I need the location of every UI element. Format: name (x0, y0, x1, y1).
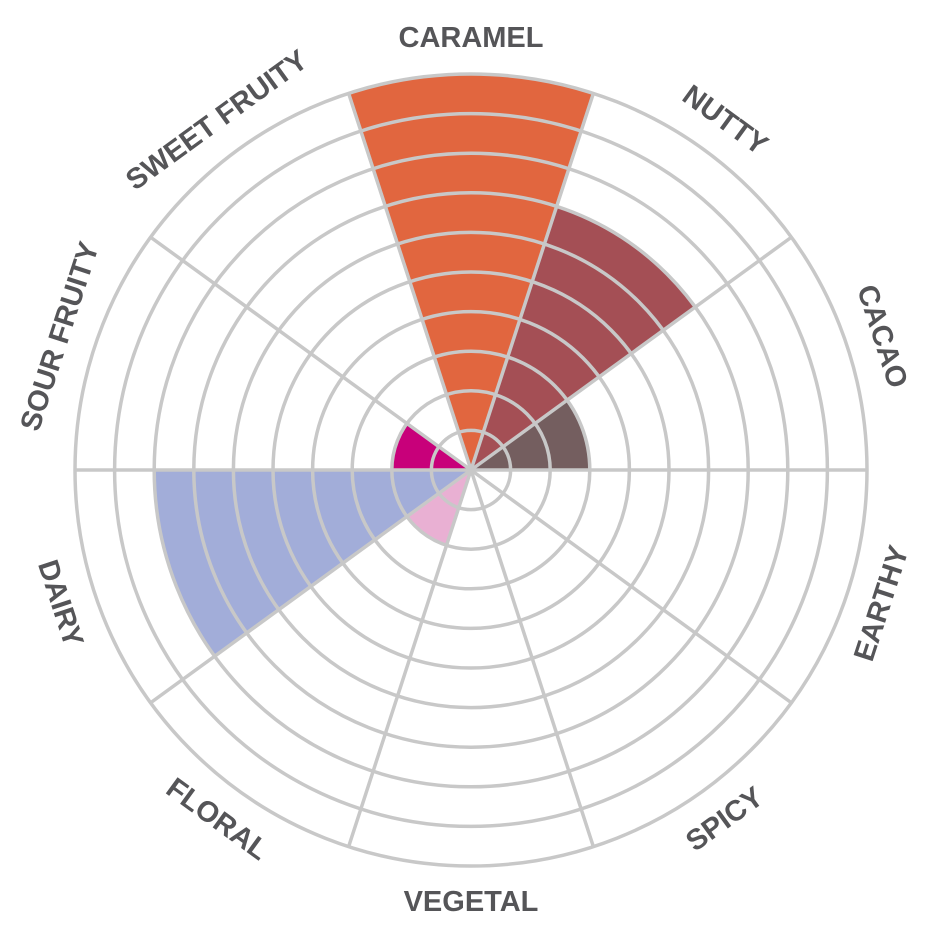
grid-spoke (149, 468, 473, 705)
grid-layer (73, 72, 869, 868)
grid-spoke (469, 92, 596, 471)
label-vegetal: VEGETAL (404, 886, 539, 918)
grid-spoke (149, 235, 473, 472)
label-floral: FLORAL (160, 772, 274, 867)
sector-floral (406, 470, 471, 546)
label-cacao: CACAO (850, 281, 913, 392)
label-dairy: DAIRY (31, 556, 89, 651)
label-spicy: SPICY (680, 781, 769, 858)
grid-spoke (346, 92, 473, 471)
sector-sour-fruity (391, 423, 471, 470)
sector-nutty (471, 206, 696, 470)
grid-spoke (469, 468, 793, 705)
label-caramel: CARAMEL (399, 22, 544, 54)
grid-spoke (469, 469, 596, 848)
label-sour-fruity: SOUR FRUITY (15, 238, 106, 435)
sector-dairy (154, 470, 471, 657)
grid-spoke (346, 469, 473, 848)
label-nutty: NUTTY (676, 79, 773, 162)
sector-cacao (471, 400, 590, 470)
grid-spoke (469, 235, 793, 472)
